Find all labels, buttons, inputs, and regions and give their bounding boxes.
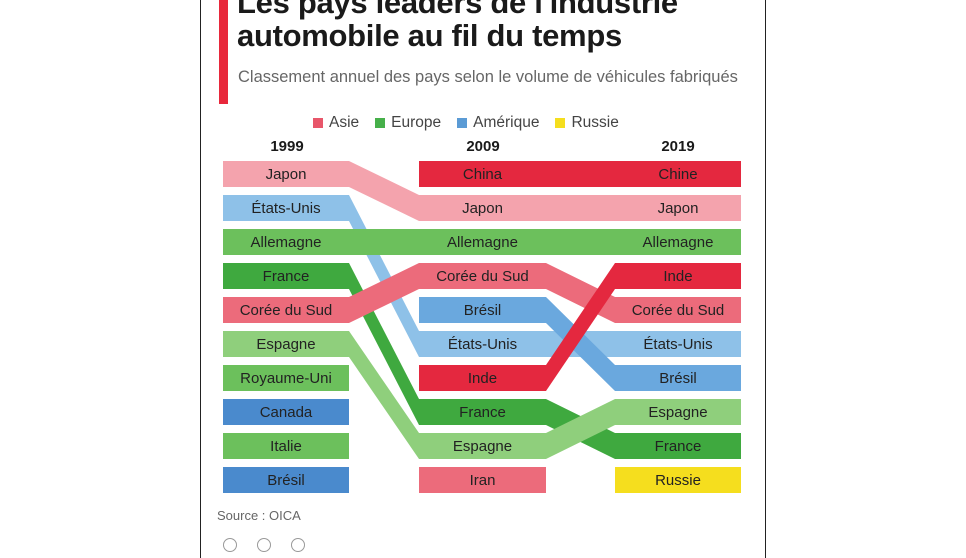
country-label: Espagne	[648, 404, 707, 421]
flow-connector	[349, 161, 419, 221]
flow-segment	[223, 195, 349, 221]
country-label: France	[459, 404, 506, 421]
flow-segment	[223, 331, 349, 357]
legend-item-europe: Europe	[375, 113, 441, 133]
country-label: Allemagne	[447, 234, 518, 251]
legend-label-europe: Europe	[391, 114, 442, 131]
flow-connector	[546, 263, 615, 391]
flow-segment	[615, 195, 741, 221]
legend-swatch-europe	[375, 118, 386, 128]
flow-connector	[349, 229, 419, 255]
year-label-2009: 2009	[466, 138, 499, 155]
rank-box	[419, 467, 546, 493]
flow-connector	[546, 195, 615, 221]
chart-subtitle: Classement annuel des pays selon le volu…	[238, 68, 738, 86]
legend-item-amerique: Amérique	[457, 113, 539, 133]
legend: Asie Europe Amérique Russie	[313, 113, 619, 133]
social-icon	[223, 538, 237, 552]
country-label: États-Unis	[251, 200, 320, 217]
flow-segment	[419, 161, 546, 187]
country-label: Allemagne	[643, 234, 714, 251]
country-label: Japon	[462, 200, 503, 217]
flow-segment	[223, 229, 349, 255]
country-label: Espagne	[256, 336, 315, 353]
country-label: Chine	[658, 166, 697, 183]
flow-segment	[615, 263, 741, 289]
country-label: France	[263, 268, 310, 285]
rank-box	[223, 399, 349, 425]
legend-swatch-asie	[313, 118, 323, 128]
infographic-card: Les pays leaders de l'industrie automobi…	[200, 0, 766, 558]
flow-segment	[615, 331, 741, 357]
social-icon	[291, 538, 305, 552]
rank-box	[223, 467, 349, 493]
flow-segment	[419, 297, 546, 323]
flow-segment	[223, 161, 349, 187]
flow-segment	[615, 229, 741, 255]
flow-segment	[615, 433, 741, 459]
flow-segment	[615, 365, 741, 391]
legend-item-asie: Asie	[313, 113, 359, 133]
flow-segment	[615, 399, 741, 425]
flow-segment	[615, 161, 741, 187]
country-label: Allemagne	[251, 234, 322, 251]
country-label: États-Unis	[643, 336, 712, 353]
flow-segment	[419, 195, 546, 221]
legend-label-amerique: Amérique	[473, 114, 540, 131]
rank-box	[223, 433, 349, 459]
bump-chart: 1999 2009 2019 Japon États-Unis Allemagne Fran…	[223, 138, 741, 493]
flow-segment	[419, 399, 546, 425]
legend-swatch-russie	[555, 118, 566, 128]
country-label: Italie	[270, 438, 302, 455]
year-label-2019: 2019	[661, 138, 694, 155]
source-note: Source : OICA	[217, 508, 301, 523]
country-label: Japon	[266, 166, 307, 183]
flow-connector	[546, 161, 615, 187]
country-label: Corée du Sud	[632, 302, 725, 319]
country-label: Royaume-Uni	[240, 370, 332, 387]
flow-segment	[419, 229, 546, 255]
chart-title: Les pays leaders de l'industrie automobi…	[237, 0, 678, 53]
flow-segment	[419, 263, 546, 289]
country-label: Brésil	[464, 302, 502, 319]
country-label: China	[463, 166, 503, 183]
flow-connector	[349, 263, 419, 323]
flow-connector	[349, 331, 419, 459]
flow-connector	[546, 399, 615, 459]
flow-segment	[223, 297, 349, 323]
rank-box	[223, 365, 349, 391]
country-label: Espagne	[453, 438, 512, 455]
legend-item-russie: Russie	[555, 113, 619, 133]
country-label: Japon	[658, 200, 699, 217]
legend-swatch-amerique	[457, 118, 468, 128]
flow-connector	[546, 297, 615, 391]
legend-label-asie: Asie	[329, 114, 360, 131]
flow-segment	[419, 365, 546, 391]
country-label: Brésil	[659, 370, 697, 387]
country-label: Inde	[468, 370, 497, 387]
rank-box	[615, 467, 741, 493]
country-label: Russie	[655, 472, 701, 489]
country-label: Inde	[663, 268, 692, 285]
country-label: France	[655, 438, 702, 455]
social-icon	[257, 538, 271, 552]
country-label: États-Unis	[448, 336, 517, 353]
legend-label-russie: Russie	[571, 114, 619, 131]
flow-segment	[223, 263, 349, 289]
flow-segment	[419, 433, 546, 459]
country-label: Iran	[470, 472, 496, 489]
flow-segment	[615, 297, 741, 323]
flow-connector	[546, 229, 615, 255]
flow-segment	[419, 331, 546, 357]
year-label-1999: 1999	[270, 138, 303, 155]
country-label: Corée du Sud	[240, 302, 333, 319]
country-label: Canada	[260, 404, 313, 421]
accent-bar	[219, 0, 228, 104]
country-label: Corée du Sud	[436, 268, 529, 285]
country-label: Brésil	[267, 472, 305, 489]
